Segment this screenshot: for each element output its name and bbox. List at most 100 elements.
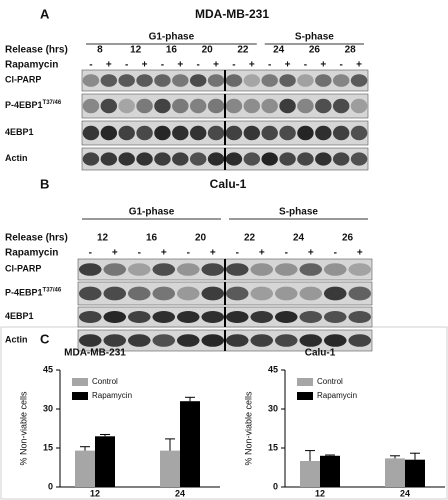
treatment-sign: + [356,60,362,71]
blot-band [154,152,171,166]
y-tick-label: 30 [268,403,278,413]
legend-swatch [297,392,313,400]
blot-name: Cl-PARP [5,264,41,274]
bar [300,461,320,487]
release-hour: 20 [195,233,207,244]
treatment-sign: - [232,60,235,71]
blot-band [176,334,200,347]
legend-swatch [72,392,88,400]
error-bar [80,446,90,451]
treatment-sign: + [177,60,183,71]
blot-band [323,311,347,323]
blot-band [82,98,100,114]
phase-label: G1-phase [149,32,195,43]
blot-band [299,263,323,276]
error-bar [390,455,400,459]
blot-band [78,334,102,347]
blot-band [274,334,298,347]
blot-band [100,98,118,114]
x-tick-label: 12 [315,488,325,498]
chart-title: Calu-1 [305,348,336,359]
legend-swatch [72,378,88,386]
error-bar [305,450,315,461]
release-hour: 16 [166,45,178,56]
blot-band [201,286,225,301]
blot-band [136,74,153,87]
treatment-sign: + [285,60,291,71]
blot-band [82,152,100,166]
treatment-sign: - [161,60,164,71]
panel-label: C [40,331,50,346]
blot-band [225,263,249,276]
blot-name: 4EBP1 [5,311,34,321]
blot-band [189,152,207,166]
treatment-sign: + [106,60,112,71]
blot-band [350,98,368,114]
blot-band [82,74,100,87]
release-hour: 22 [244,233,256,244]
blot-band [78,311,102,323]
blot-band [225,152,243,166]
blot-band [299,334,323,347]
blot-band [189,125,207,141]
blot-band [154,125,171,141]
blot-band [154,74,171,87]
blot-band [274,286,298,301]
blot-band [201,311,225,323]
treatment-sign: + [112,248,118,259]
release-hour: 12 [130,45,142,56]
blot-band [207,125,225,141]
blot-band [100,152,118,166]
blot-band [261,98,278,114]
blot-name: 4EBP1 [5,127,34,137]
treatment-sign: - [125,60,128,71]
blot-band [201,263,225,276]
blot-band [332,74,350,87]
y-tick-label: 0 [48,481,53,491]
blot-band [261,74,278,87]
blot-band [225,74,243,87]
blot-band [299,286,323,301]
phase-label: G1-phase [129,207,175,218]
blot-band [207,98,225,114]
blot-band [297,125,314,141]
blot-label: 4EBP1 [5,127,34,137]
y-tick-label: 45 [268,364,278,374]
blot-band [189,74,207,87]
blot-band [323,263,347,276]
blot-band [118,125,135,141]
bar [385,458,405,487]
bar [180,401,200,487]
phospho-site: T37/46 [43,287,62,293]
blot-name: Actin [5,335,28,345]
blot-band [100,74,118,87]
blot-band [279,74,296,87]
blot-band [103,263,127,276]
blot-band [250,334,274,347]
error-bar [165,438,175,451]
y-tick-label: 15 [268,442,278,452]
blot-band [279,98,296,114]
blot-band [315,125,332,141]
blot-band [250,263,274,276]
bar [160,450,180,487]
bar [95,436,115,487]
treatment-sign: - [334,248,337,259]
blot-band [172,74,189,87]
blot-band [152,311,176,323]
panel-label: B [40,176,49,191]
panel-label: A [40,6,50,21]
blot-band [100,125,118,141]
blot-band [250,286,274,301]
blot-band [225,334,249,347]
blot-band [332,152,350,166]
blot-band [243,74,261,87]
y-tick-label: 15 [43,442,53,452]
blot-band [127,263,151,276]
blot-label: Cl-PARP [5,264,41,274]
blot-band [118,74,135,87]
blot-band [348,286,372,301]
blot-band [297,98,314,114]
error-bar [325,454,335,456]
treatment-sign: - [138,248,141,259]
